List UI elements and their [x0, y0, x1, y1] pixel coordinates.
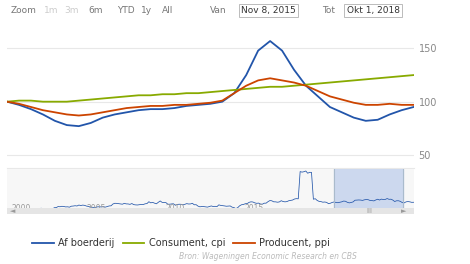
FancyBboxPatch shape [7, 209, 414, 214]
Text: 2015: 2015 [245, 204, 264, 213]
Text: Tot: Tot [322, 6, 335, 15]
Text: 1m: 1m [44, 6, 58, 15]
Text: 2010: 2010 [165, 204, 185, 213]
Text: III: III [366, 208, 372, 214]
Text: ►: ► [401, 208, 406, 214]
Text: Van: Van [211, 6, 227, 15]
Text: All: All [162, 6, 173, 15]
Text: YTD: YTD [117, 6, 134, 15]
Text: 6m: 6m [88, 6, 103, 15]
Text: Nov 8, 2015: Nov 8, 2015 [241, 6, 296, 15]
Legend: Af boerderij, Consument, cpi, Producent, ppi: Af boerderij, Consument, cpi, Producent,… [28, 234, 334, 252]
Text: ◄: ◄ [10, 208, 16, 214]
Text: 3m: 3m [64, 6, 78, 15]
Text: Okt 1, 2018: Okt 1, 2018 [346, 6, 400, 15]
Text: 1y: 1y [141, 6, 152, 15]
Bar [334, 169, 403, 214]
Text: Bron: Wageningen Economic Research en CBS: Bron: Wageningen Economic Research en CB… [179, 252, 356, 261]
Text: 2005: 2005 [86, 204, 106, 213]
Text: Zoom: Zoom [11, 6, 37, 15]
Text: 2000: 2000 [11, 204, 31, 213]
